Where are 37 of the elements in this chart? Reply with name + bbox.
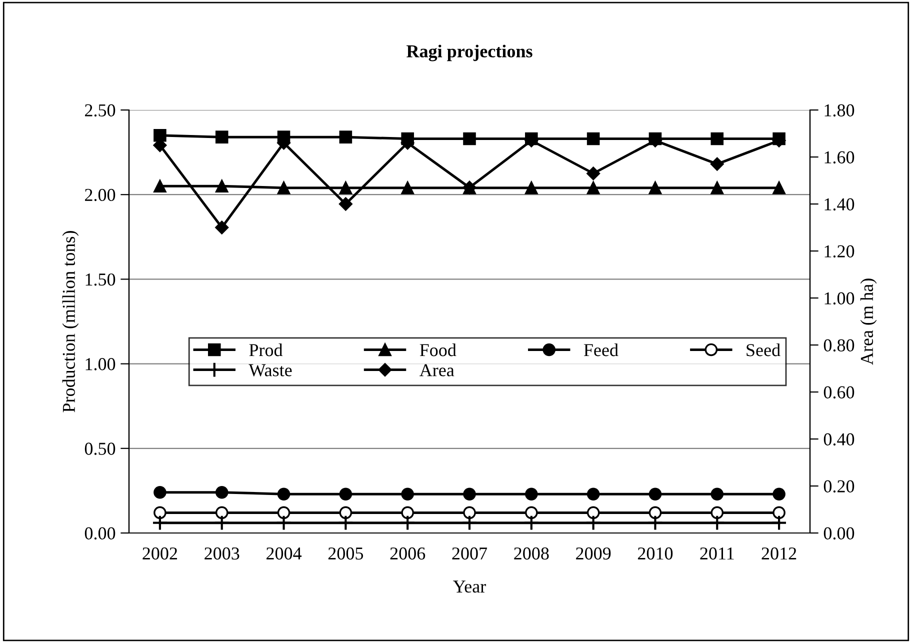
x-tick-label: 2003: [204, 547, 240, 560]
x-axis-title: Year: [453, 580, 486, 593]
y-tick-label: 1.50: [86, 273, 116, 286]
y-tick-label: 1.00: [86, 358, 116, 370]
chart-title: Ragi projections: [406, 44, 532, 62]
legend-label: Prod: [249, 344, 283, 356]
y2-tick-label: 1.20: [824, 245, 854, 258]
y2-tick-label: 1.40: [824, 198, 854, 211]
x-tick-label: 2008: [514, 547, 549, 560]
x-tick-label: 2011: [700, 547, 734, 560]
legend-label: Food: [420, 344, 456, 356]
y2-tick-label: 0.00: [824, 527, 854, 540]
x-tick-label: 2009: [576, 547, 611, 560]
x-tick-label: 2007: [452, 547, 488, 560]
x-tick-label: 2006: [390, 547, 426, 560]
y2-axis-title: Area (m ha): [860, 278, 877, 365]
x-tick-label: 2012: [762, 547, 796, 560]
x-tick-label: 2002: [142, 547, 178, 560]
y2-tick-label: 0.20: [824, 480, 854, 493]
y-tick-label: 2.00: [85, 188, 116, 202]
y2-tick-label: 0.60: [824, 386, 854, 399]
legend-label: Area: [420, 364, 454, 376]
y2-tick-label: 1.60: [824, 151, 854, 164]
y-axis-title: Production (million tons): [62, 231, 79, 412]
y-tick-label: 2.50: [85, 104, 116, 117]
x-tick-label: 2010: [638, 547, 673, 560]
legend-label: Seed: [746, 344, 780, 356]
x-tick-label: 2005: [328, 547, 364, 560]
x-tick-label: 2004: [266, 547, 302, 560]
legend-label: Waste: [248, 364, 292, 376]
y-tick-label: 0.00: [84, 527, 116, 540]
legend-label: Feed: [584, 344, 618, 356]
y2-tick-label: 0.80: [824, 339, 854, 352]
y-tick-label: 0.50: [84, 442, 116, 455]
y2-tick-label: 1.00: [824, 292, 854, 305]
y2-tick-label: 1.80: [824, 104, 854, 117]
y2-tick-label: 0.40: [824, 433, 854, 446]
